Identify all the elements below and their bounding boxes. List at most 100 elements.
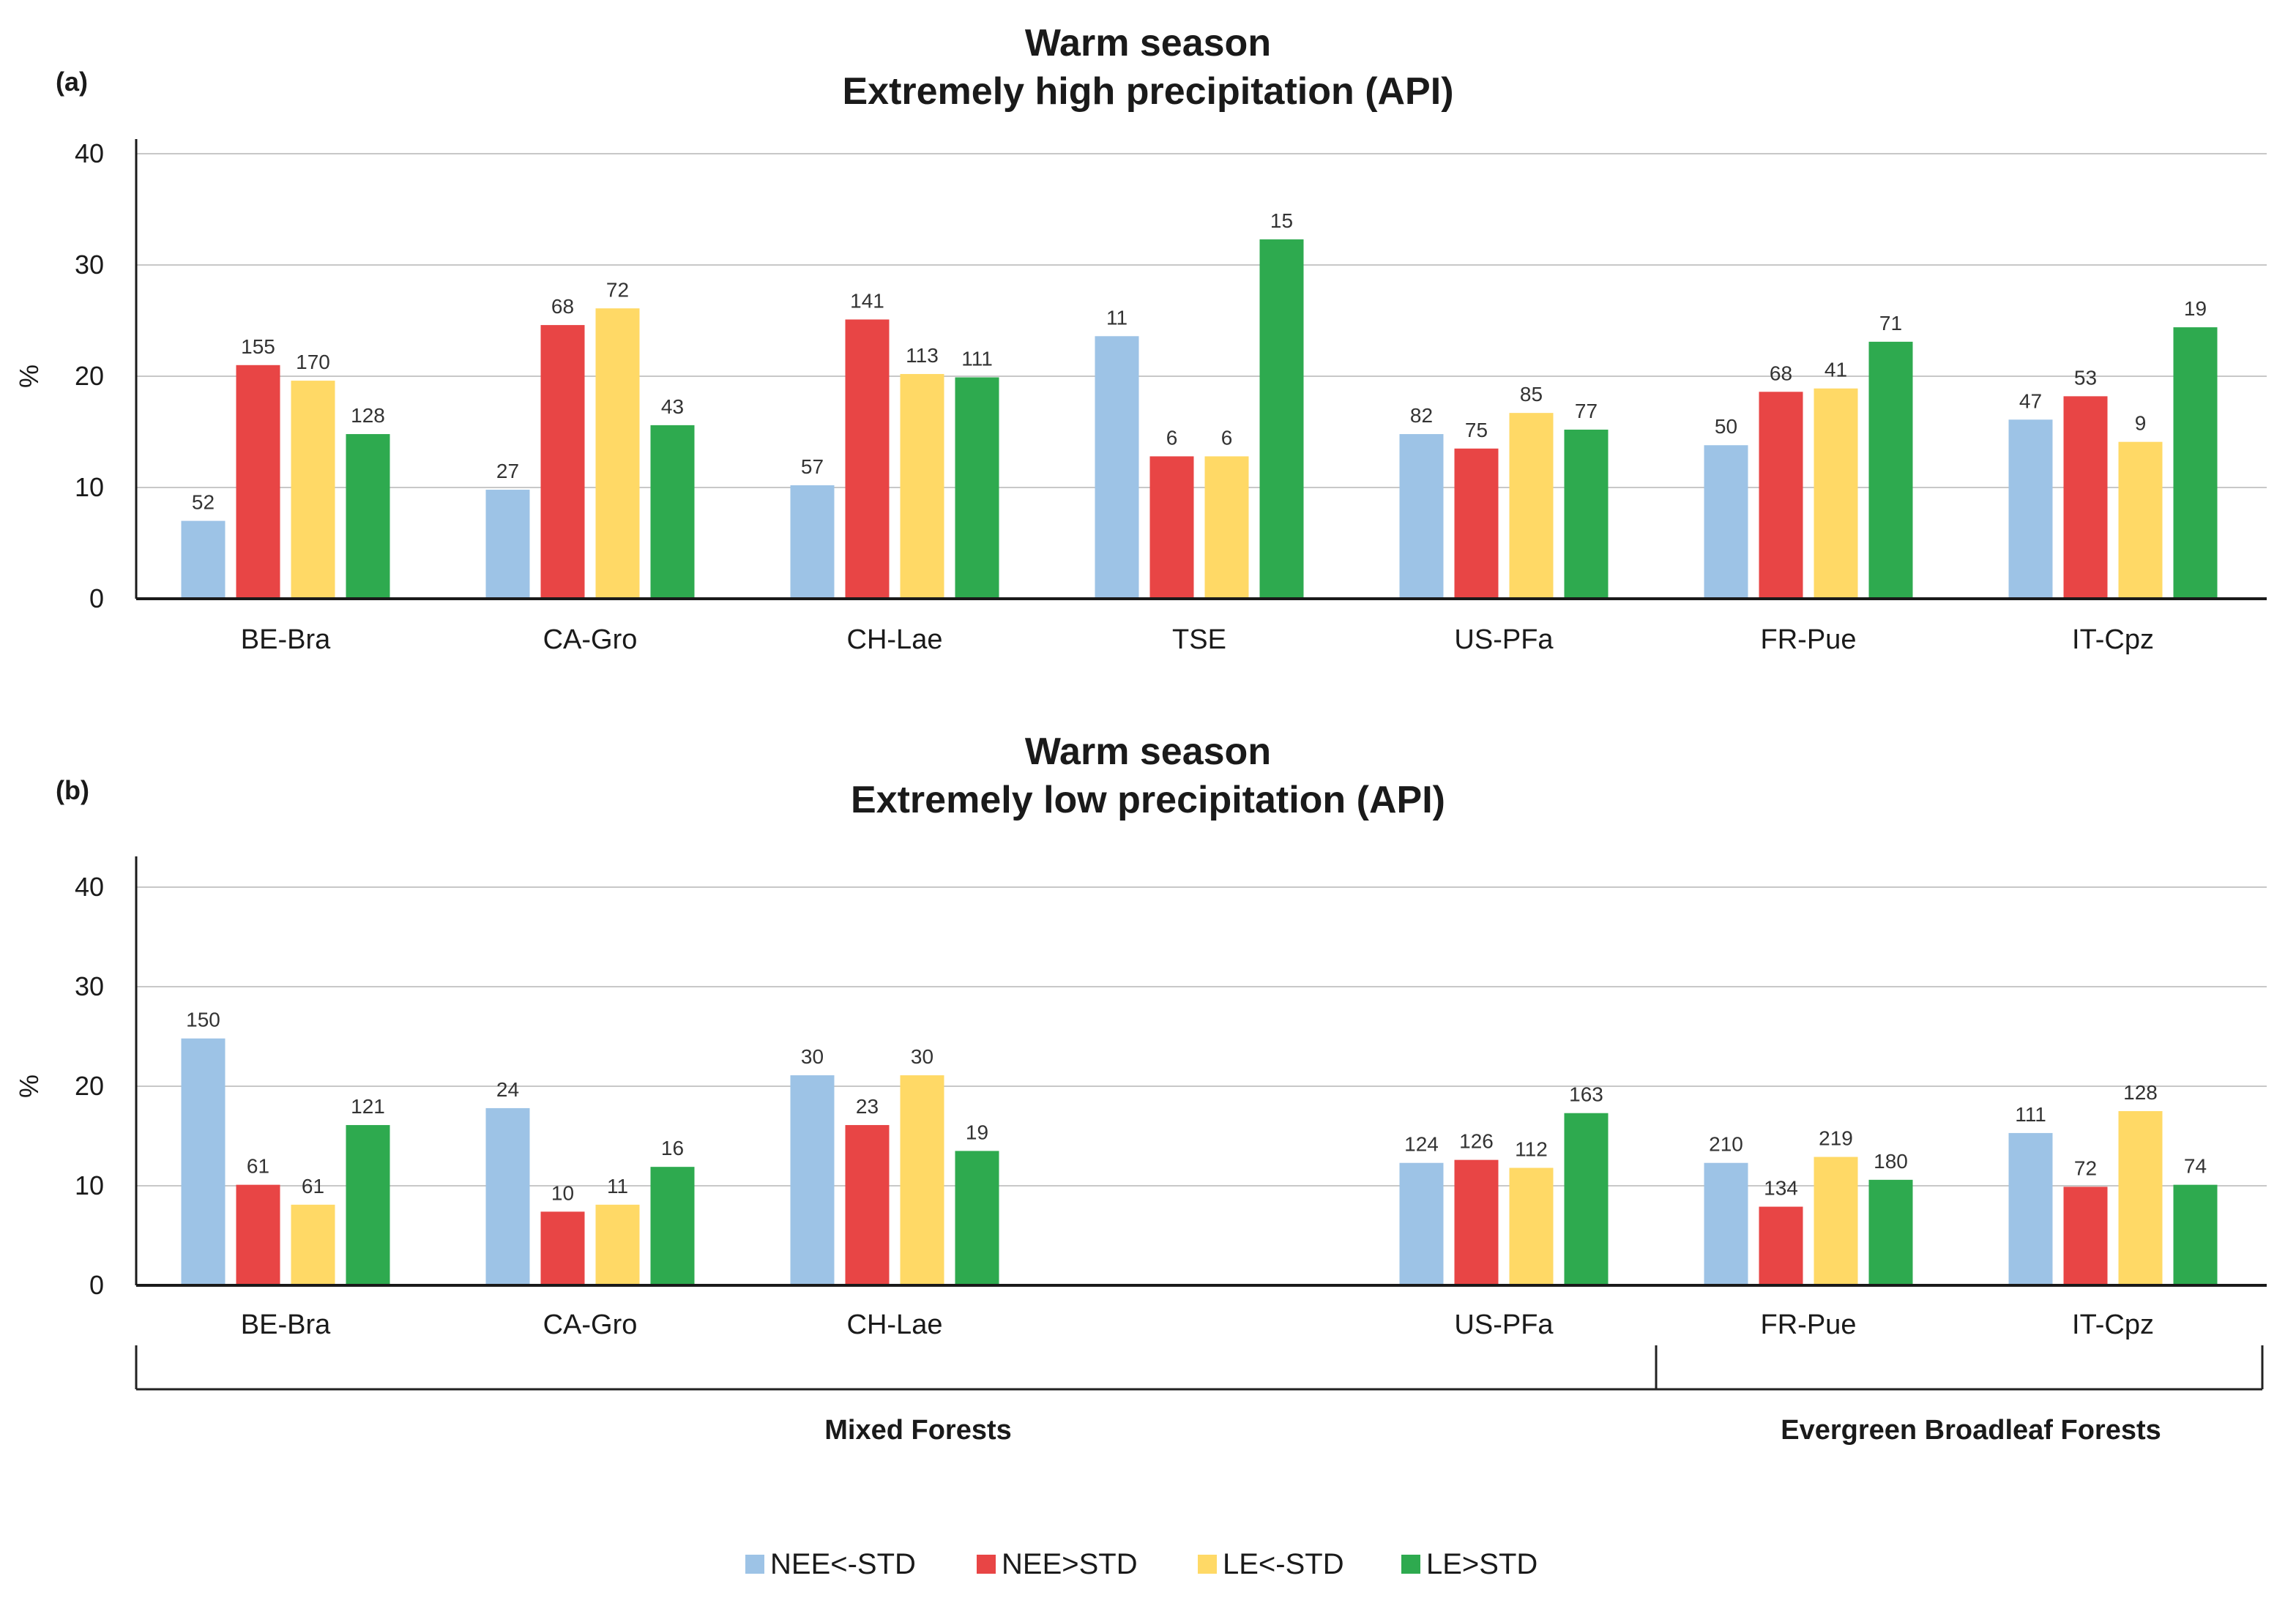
bar <box>650 425 695 599</box>
bar <box>1759 392 1803 599</box>
legend-swatch-nee-low <box>745 1555 764 1574</box>
bar <box>955 377 999 599</box>
bar <box>236 1184 280 1285</box>
group-label-evergreen-broadleaf-forests: Evergreen Broadleaf Forests <box>1781 1415 2161 1446</box>
data-label: 19 <box>966 1121 988 1143</box>
bar <box>291 1204 335 1285</box>
panel-a-plot: 0 10 20 30 40% 52 155 170 128 BE-Bra 27 68 72 43 CA-Gr… <box>14 138 2267 655</box>
bar <box>2008 1132 2053 1285</box>
y-tick-label: 30 <box>75 250 104 280</box>
data-label: 27 <box>496 460 519 482</box>
bar <box>845 319 890 599</box>
bar <box>955 1151 999 1285</box>
bar <box>346 434 390 599</box>
bar <box>650 1167 695 1285</box>
y-tick-label: 20 <box>75 1071 104 1101</box>
data-label: 41 <box>1824 359 1847 381</box>
bar <box>1509 1167 1554 1285</box>
x-tick-label: CH-Lae <box>847 624 943 655</box>
bar <box>1399 1162 1444 1285</box>
bar <box>900 1075 944 1285</box>
bar <box>181 1038 225 1285</box>
data-label: 112 <box>1515 1138 1548 1161</box>
bar <box>1868 1179 1913 1285</box>
data-label: 124 <box>1404 1133 1439 1156</box>
data-label: 24 <box>496 1078 519 1101</box>
data-label: 150 <box>186 1009 220 1031</box>
data-label: 61 <box>302 1175 324 1197</box>
bar <box>2063 1187 2108 1285</box>
x-tick-label: US-PFa <box>1454 624 1554 655</box>
bar <box>1814 388 1858 599</box>
legend-label-nee-low: NEE<-STD <box>770 1548 916 1580</box>
legend-label-le-low: LE<-STD <box>1223 1548 1344 1580</box>
legend-label-le-high: LE>STD <box>1426 1548 1538 1580</box>
panel-b-label: (b) <box>56 775 89 805</box>
y-tick-label: 40 <box>75 872 104 902</box>
legend: NEE<-STD NEE>STD LE<-STD LE>STD <box>745 1548 1538 1580</box>
data-label: 71 <box>1879 312 1902 335</box>
bar <box>1704 1162 1748 1285</box>
data-label: 113 <box>906 344 939 367</box>
data-label: 180 <box>1874 1150 1908 1173</box>
bar <box>291 381 335 599</box>
bar <box>346 1125 390 1285</box>
bar <box>2118 441 2163 599</box>
x-tick-label: FR-Pue <box>1761 1309 1857 1340</box>
data-label: 30 <box>911 1045 933 1068</box>
y-axis-label: % <box>14 365 44 388</box>
bar <box>1149 456 1194 599</box>
data-label: 52 <box>192 491 215 514</box>
data-label: 11 <box>607 1175 628 1197</box>
data-label: 23 <box>856 1095 879 1118</box>
y-tick-label: 10 <box>75 472 104 502</box>
data-label: 72 <box>2074 1157 2097 1179</box>
data-label: 210 <box>1709 1133 1743 1156</box>
data-label: 163 <box>1569 1083 1603 1106</box>
data-label: 74 <box>2184 1155 2207 1178</box>
bar <box>2173 1184 2218 1285</box>
x-tick-label: US-PFa <box>1454 1309 1554 1340</box>
y-tick-label: 40 <box>75 138 104 168</box>
x-tick-label: IT-Cpz <box>2072 1309 2154 1340</box>
y-tick-label: 10 <box>75 1170 104 1200</box>
bar <box>1564 429 1609 599</box>
data-label: 61 <box>247 1155 269 1178</box>
data-label: 85 <box>1520 383 1543 406</box>
x-tick-label: BE-Bra <box>241 624 331 655</box>
data-label: 111 <box>961 348 993 370</box>
x-tick-label: CA-Gro <box>543 624 638 655</box>
data-label: 134 <box>1764 1177 1798 1200</box>
bar <box>2118 1111 2163 1285</box>
data-label: 155 <box>241 335 275 358</box>
bar <box>540 325 585 599</box>
data-label: 126 <box>1459 1130 1494 1153</box>
legend-swatch-le-high <box>1401 1555 1420 1574</box>
data-label: 68 <box>551 295 574 318</box>
bar <box>1814 1157 1858 1285</box>
bar <box>236 365 280 599</box>
data-label: 19 <box>2184 297 2207 320</box>
data-label: 30 <box>801 1045 824 1068</box>
x-tick-label: IT-Cpz <box>2072 624 2154 655</box>
panel-b-plot: 0 10 20 30 40% 150 61 61 121 BE-Bra 24 10 11 16 CA-Gro… <box>14 856 2267 1340</box>
legend-swatch-nee-high <box>977 1555 996 1574</box>
panel-b-subtitle: Extremely low precipitation (API) <box>851 779 1445 821</box>
bar <box>1868 341 1913 599</box>
bar <box>540 1211 585 1285</box>
data-label: 11 <box>1106 306 1128 329</box>
data-label: 16 <box>661 1137 684 1159</box>
bar <box>1454 448 1499 599</box>
group-brackets: Mixed Forests Evergreen Broadleaf Forest… <box>135 1345 2264 1446</box>
bar <box>1509 413 1554 599</box>
bar <box>790 485 835 599</box>
data-label: 219 <box>1819 1127 1853 1150</box>
legend-label-nee-high: NEE>STD <box>1002 1548 1138 1580</box>
data-label: 111 <box>2015 1103 2046 1126</box>
data-label: 15 <box>1270 209 1293 232</box>
bar <box>1759 1206 1803 1285</box>
bar <box>845 1125 890 1285</box>
x-tick-label: BE-Bra <box>241 1309 331 1340</box>
bar <box>1204 456 1249 599</box>
